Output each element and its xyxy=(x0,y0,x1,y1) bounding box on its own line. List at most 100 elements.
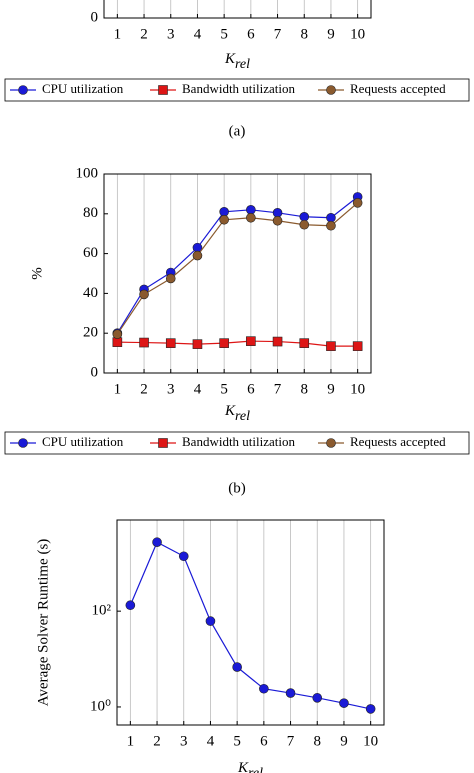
data-point xyxy=(165,273,176,284)
x-tick-label: 2 xyxy=(140,26,148,42)
data-point xyxy=(219,338,229,348)
caption: (b) xyxy=(228,480,246,496)
x-tick-label: 10 xyxy=(350,381,365,397)
data-point xyxy=(165,338,176,348)
data-point xyxy=(246,205,256,215)
y-tick-label: 60 xyxy=(83,245,98,261)
x-tick-label: 7 xyxy=(287,733,295,749)
y-axis-label: % xyxy=(29,267,45,280)
x-tick-label: 4 xyxy=(194,381,202,397)
x-tick-label: 9 xyxy=(327,26,335,42)
x-tick-label: 2 xyxy=(153,733,161,749)
x-tick-label: 7 xyxy=(274,26,282,42)
x-tick-label: 5 xyxy=(233,733,241,749)
data-point xyxy=(259,683,269,694)
legend-box xyxy=(4,78,470,102)
x-tick-label: 9 xyxy=(327,381,335,397)
legend-label: CPU utilization xyxy=(42,81,124,96)
legend-label: Requests accepted xyxy=(350,434,446,449)
data-point xyxy=(352,198,363,208)
x-axis-label-sub: rel xyxy=(235,57,250,72)
data-point xyxy=(192,250,203,261)
y-tick-label: 80 xyxy=(83,205,98,221)
y-tick-label: 20 xyxy=(83,325,98,341)
x-tick-label: 1 xyxy=(114,26,122,42)
series-line xyxy=(129,541,371,710)
x-tick-label: 3 xyxy=(167,26,175,42)
legend-label: Requests accepted xyxy=(350,81,446,96)
x-tick-label: 5 xyxy=(220,26,228,42)
legend-marker xyxy=(326,438,336,448)
data-point xyxy=(326,341,336,351)
plot-frame xyxy=(116,519,385,726)
legend-box xyxy=(4,431,470,455)
x-axis-label-sub: rel xyxy=(235,409,250,424)
x-axis-label-main: K xyxy=(224,51,236,67)
data-point xyxy=(326,220,336,231)
data-point xyxy=(312,693,323,703)
x-tick-label: 9 xyxy=(340,733,348,749)
x-axis-label-main: K xyxy=(237,760,249,773)
legend-label: Bandwidth utilization xyxy=(182,434,296,449)
data-point xyxy=(112,329,123,339)
x-tick-label: 1 xyxy=(127,733,135,749)
x-tick-label: 10 xyxy=(363,733,378,749)
data-point xyxy=(139,289,149,300)
x-axis-label: Krel xyxy=(224,51,250,72)
y-tick-label: 0 xyxy=(91,364,99,380)
x-tick-label: 3 xyxy=(180,733,188,749)
x-axis-label-main: K xyxy=(224,403,236,419)
data-point xyxy=(192,339,203,349)
x-tick-label: 4 xyxy=(194,26,202,42)
data-point xyxy=(299,338,310,348)
y-tick-label: 10² xyxy=(92,603,112,619)
data-point xyxy=(219,214,229,225)
y-tick-label: 100 xyxy=(76,165,99,181)
plot-frame xyxy=(103,0,372,19)
x-tick-label: 6 xyxy=(247,381,255,397)
data-point xyxy=(246,336,256,346)
x-tick-label: 3 xyxy=(167,381,175,397)
plot-frame xyxy=(103,173,372,374)
data-point xyxy=(125,600,136,611)
data-point xyxy=(272,336,283,347)
y-tick-label: 40 xyxy=(83,285,98,301)
x-tick-label: 8 xyxy=(301,381,309,397)
caption: (a) xyxy=(229,123,246,139)
x-tick-label: 8 xyxy=(314,733,322,749)
y-tick-label: 10⁰ xyxy=(90,698,111,714)
data-point xyxy=(339,698,349,708)
data-point xyxy=(112,337,123,347)
data-point xyxy=(272,215,283,226)
x-tick-label: 10 xyxy=(350,26,365,42)
data-point xyxy=(205,616,216,626)
data-point xyxy=(219,207,229,217)
x-tick-label: 6 xyxy=(260,733,268,749)
data-point xyxy=(299,211,310,222)
data-point xyxy=(139,337,149,348)
x-tick-label: 1 xyxy=(114,381,122,397)
data-point xyxy=(152,537,162,548)
x-tick-label: 2 xyxy=(140,381,148,397)
series-line xyxy=(117,340,358,347)
legend-label: Bandwidth utilization xyxy=(182,81,296,96)
legend-label: CPU utilization xyxy=(42,434,124,449)
y-tick-label: 0 xyxy=(91,9,99,25)
legend-marker xyxy=(18,85,28,95)
data-point xyxy=(178,551,189,562)
data-point xyxy=(365,704,376,714)
legend-marker xyxy=(18,438,28,448)
data-point xyxy=(232,662,242,672)
legend-marker xyxy=(158,85,168,95)
x-axis-label-sub: rel xyxy=(248,766,263,773)
x-tick-label: 4 xyxy=(207,733,215,749)
data-point xyxy=(352,341,363,351)
x-axis-label: Krel xyxy=(237,760,263,773)
data-point xyxy=(285,688,296,698)
x-tick-label: 8 xyxy=(301,26,309,42)
legend-marker xyxy=(158,438,168,448)
x-tick-label: 5 xyxy=(220,381,228,397)
x-tick-label: 6 xyxy=(247,26,255,42)
series-line xyxy=(116,196,359,334)
